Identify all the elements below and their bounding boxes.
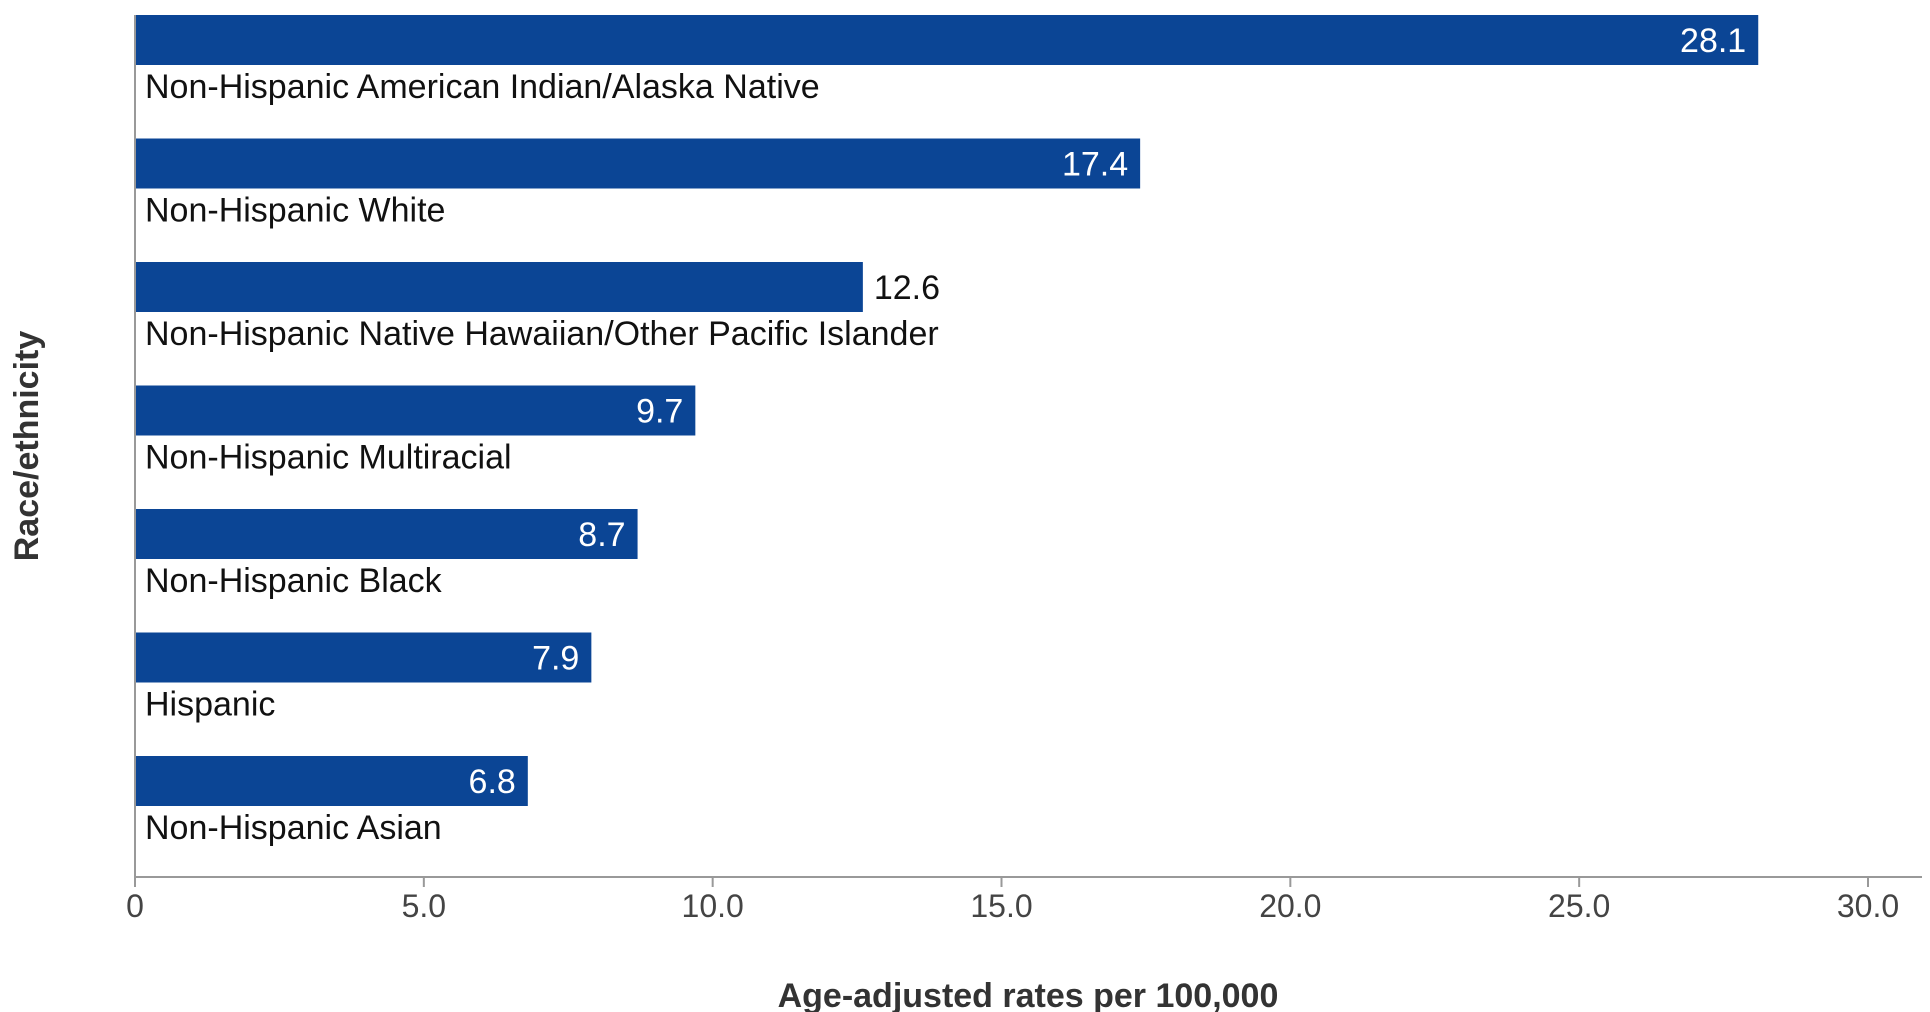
x-tick-label: 0 [126, 888, 144, 924]
category-label: Non-Hispanic White [145, 192, 445, 230]
x-tick-label: 15.0 [970, 888, 1032, 924]
bar [135, 632, 592, 683]
category-label: Non-Hispanic Asian [145, 809, 442, 847]
x-axis-title: Age-adjusted rates per 100,000 [778, 977, 1279, 1012]
category-label: Non-Hispanic Native Hawaiian/Other Pacif… [145, 315, 939, 353]
x-tick-label: 25.0 [1548, 888, 1610, 924]
bar-value-label: 17.4 [1062, 146, 1128, 184]
bar-value-label: 7.9 [532, 640, 579, 678]
bar-value-label: 6.8 [469, 763, 516, 801]
x-axis: 0 5.0 10.0 15.0 20.0 25.0 30.0 [126, 876, 1922, 924]
bar-value-label: 9.7 [636, 393, 683, 431]
bar [135, 756, 528, 806]
x-tick-label: 20.0 [1259, 888, 1321, 924]
bar [135, 385, 696, 436]
bar-value-label: 12.6 [874, 269, 940, 307]
bar-value-label: 28.1 [1680, 22, 1746, 60]
bar [135, 509, 638, 559]
category-label: Non-Hispanic Multiracial [145, 439, 512, 477]
category-label: Hispanic [145, 686, 275, 724]
bar [135, 15, 1759, 65]
bar [135, 262, 863, 312]
x-tick-label: 10.0 [682, 888, 744, 924]
bar-value-label: 8.7 [578, 516, 625, 554]
bars-group: 28.1 Non-Hispanic American Indian/Alaska … [135, 15, 1759, 847]
x-tick-label: 30.0 [1837, 888, 1899, 924]
category-label: Non-Hispanic Black [145, 562, 443, 600]
x-tick-label: 5.0 [402, 888, 446, 924]
bar [135, 138, 1141, 189]
category-label: Non-Hispanic American Indian/Alaska Nati… [145, 68, 820, 106]
y-axis-title: Race/ethnicity [8, 331, 46, 562]
